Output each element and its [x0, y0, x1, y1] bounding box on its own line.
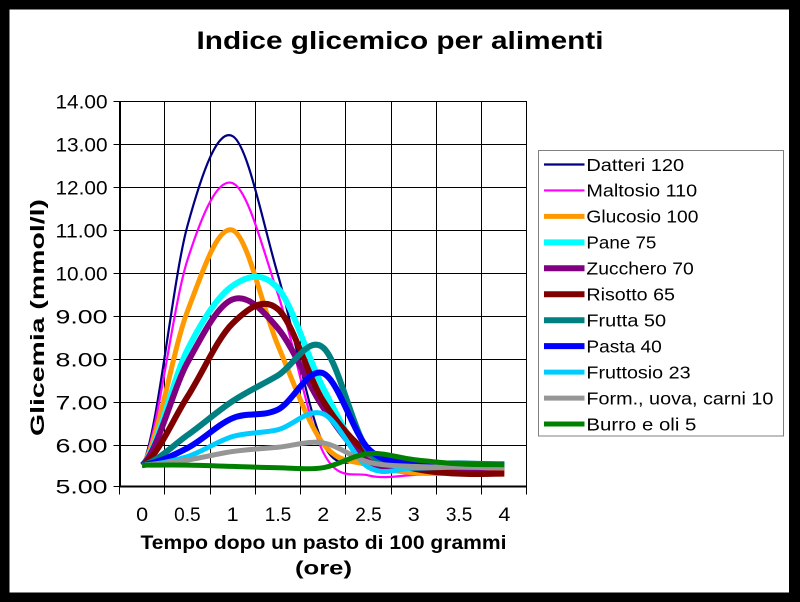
svg-text:Burro e oli 5: Burro e oli 5 [586, 414, 696, 434]
svg-text:Form., uova, carni 10: Form., uova, carni 10 [586, 388, 773, 408]
svg-text:Datteri 120: Datteri 120 [586, 155, 684, 175]
svg-text:Maltosio 110: Maltosio 110 [586, 181, 697, 201]
svg-text:Fruttosio 23: Fruttosio 23 [586, 362, 690, 382]
svg-text:9.00: 9.00 [56, 308, 108, 329]
svg-text:1.5: 1.5 [265, 505, 292, 526]
svg-text:Glicemia (mmol/l): Glicemia (mmol/l) [28, 199, 49, 436]
svg-text:1: 1 [227, 505, 239, 526]
svg-text:4: 4 [498, 505, 510, 526]
svg-text:Indice glicemico per alimenti: Indice glicemico per alimenti [197, 27, 604, 55]
svg-text:Pasta 40: Pasta 40 [586, 336, 661, 356]
svg-text:2: 2 [317, 505, 329, 526]
svg-text:Pane 75: Pane 75 [586, 233, 656, 253]
svg-text:Glucosio 100: Glucosio 100 [586, 207, 698, 227]
svg-text:Risotto 65: Risotto 65 [586, 285, 675, 305]
svg-text:8.00: 8.00 [56, 351, 108, 372]
svg-text:5.00: 5.00 [56, 478, 108, 499]
svg-text:3.5: 3.5 [446, 505, 473, 526]
svg-text:10.00: 10.00 [56, 265, 108, 286]
svg-text:Frutta 50: Frutta 50 [586, 311, 666, 331]
svg-text:6.00: 6.00 [56, 437, 108, 458]
svg-text:7.00: 7.00 [56, 394, 108, 415]
svg-text:(ore): (ore) [295, 559, 352, 580]
svg-text:3: 3 [408, 505, 420, 526]
svg-text:12.00: 12.00 [56, 179, 108, 200]
svg-text:2.5: 2.5 [355, 505, 382, 526]
svg-text:0.5: 0.5 [174, 505, 201, 526]
svg-text:Tempo dopo un pasto di 100 gra: Tempo dopo un pasto di 100 grammi [141, 533, 507, 554]
svg-text:Zucchero 70: Zucchero 70 [586, 259, 693, 279]
svg-text:13.00: 13.00 [56, 136, 108, 157]
svg-text:14.00: 14.00 [56, 93, 108, 114]
svg-text:0: 0 [136, 505, 148, 526]
svg-text:11.00: 11.00 [56, 222, 108, 243]
